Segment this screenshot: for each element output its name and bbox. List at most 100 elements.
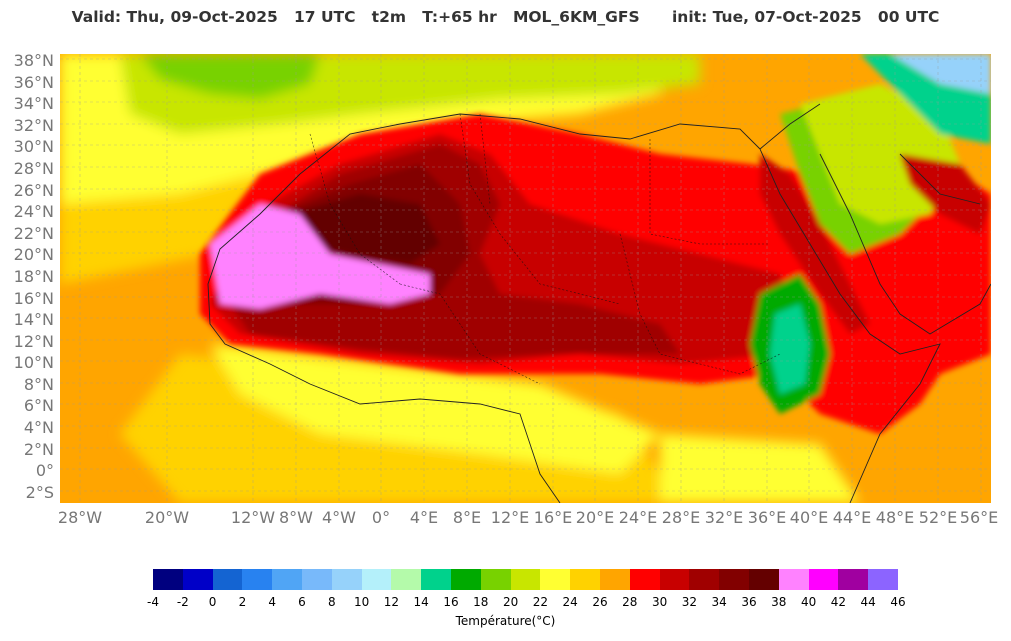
iberia-zone: [140, 54, 320, 99]
colorbar-tick-label: 26: [592, 595, 608, 609]
colorbar-swatch: [689, 569, 720, 590]
lon-label: 4°W: [322, 508, 356, 527]
lat-label: 18°N: [13, 267, 54, 286]
lat-label: 8°N: [23, 375, 54, 394]
colorbar-swatch: [748, 569, 779, 590]
lon-label: 28°W: [57, 508, 103, 527]
colorbar-tick-label: 20: [502, 595, 519, 609]
colorbar-tick-label: 0: [208, 595, 217, 609]
lon-label: 12°E: [490, 508, 530, 527]
map-title: Valid: Thu, 09-Oct-2025 17 UTC t2m T:+65…: [71, 8, 940, 26]
iran-cool: [890, 54, 991, 94]
lon-label: 20°E: [575, 508, 615, 527]
colorbar-tick-label: -4: [147, 595, 159, 609]
colorbar-tick-label: 46: [890, 595, 906, 609]
lat-label: 30°N: [13, 137, 54, 156]
colorbar-tick-label: 36: [741, 595, 757, 609]
colorbar-swatch: [599, 569, 630, 590]
colorbar-swatch: [242, 569, 273, 590]
lat-label: 6°N: [23, 396, 54, 415]
lon-label: 44°E: [832, 508, 872, 527]
colorbar-swatch: [301, 569, 332, 590]
colorbar-tick-label: 14: [413, 595, 429, 609]
lon-label: 12°W: [230, 508, 276, 527]
colorbar-swatch: [182, 569, 213, 590]
colorbar-swatch: [719, 569, 749, 590]
lat-label: 12°N: [13, 332, 54, 351]
lon-label: 24°E: [618, 508, 658, 527]
red-sea-hot: [760, 154, 870, 334]
persian-gulf-hot: [900, 154, 991, 234]
colorbar-swatch: [659, 569, 690, 590]
colorbar-tick-label: 8: [327, 595, 336, 609]
colorbar-swatch: [272, 569, 302, 590]
lon-label: 40°E: [789, 508, 829, 527]
colorbar-swatch: [510, 569, 541, 590]
lat-label: 22°N: [13, 224, 54, 243]
hot-zone-deepest: [290, 194, 440, 264]
colorbar-tick-label: 28: [622, 595, 638, 609]
coastlines: [207, 103, 991, 503]
lon-label: 20°W: [144, 508, 190, 527]
colorbar-tick-label: 32: [681, 595, 698, 609]
lat-label: 36°N: [13, 73, 54, 92]
colorbar-tick-label: 18: [473, 595, 489, 609]
sahel-yellow: [210, 344, 660, 474]
colorbar-tick-label: 42: [830, 595, 847, 609]
colorbar-tick-label: 24: [562, 595, 578, 609]
lon-label: 48°E: [875, 508, 915, 527]
colorbar-tick-label: 30: [651, 595, 668, 609]
colorbar-tick-label: 44: [860, 595, 876, 609]
lat-label: 14°N: [13, 310, 54, 329]
colorbar-label: Température(°C): [455, 614, 556, 628]
colorbar-swatch: [421, 569, 451, 590]
highlands-inner: [770, 304, 810, 394]
colorbar-tick-label: 2: [238, 595, 247, 609]
lat-label: 28°N: [13, 159, 54, 178]
colorbar-swatch: [212, 569, 243, 590]
lon-label: 16°E: [533, 508, 573, 527]
colorbar-swatch: [838, 569, 869, 590]
lon-label: 36°E: [747, 508, 787, 527]
lat-label: 2°S: [25, 483, 54, 502]
graticule: [60, 54, 991, 503]
lon-label: 56°E: [959, 508, 999, 527]
colorbar-tick-label: 38: [771, 595, 787, 609]
lon-label: 4°E: [409, 508, 439, 527]
colorbar-swatch: [629, 569, 660, 590]
colorbar-tick-label: 22: [532, 595, 549, 609]
lat-label: 10°N: [13, 353, 54, 372]
colorbar-swatch: [450, 569, 481, 590]
lat-label: 2°N: [23, 440, 54, 459]
lat-label: 32°N: [13, 116, 54, 135]
colorbar-tick-label: 10: [353, 595, 370, 609]
temperature-map[interactable]: [60, 54, 991, 503]
colorbar-tick-label: 4: [268, 595, 277, 609]
lon-label: 8°E: [452, 508, 482, 527]
lon-label: 8°W: [279, 508, 313, 527]
hot-zone-pink: [210, 204, 430, 309]
lat-label: 34°N: [13, 94, 54, 113]
lat-label: 4°N: [23, 418, 54, 437]
colorbar-swatch: [153, 569, 183, 590]
lat-label: 26°N: [13, 181, 54, 200]
colorbar-tick-label: 12: [383, 595, 400, 609]
lon-label: 32°E: [704, 508, 744, 527]
colorbar-swatch: [808, 569, 839, 590]
lon-label: 28°E: [661, 508, 701, 527]
colorbar-tick-label: 34: [711, 595, 727, 609]
colorbar: [153, 569, 898, 590]
lat-label: 24°N: [13, 202, 54, 221]
borders: [309, 113, 781, 385]
colorbar-swatch: [391, 569, 422, 590]
colorbar-swatch: [778, 569, 809, 590]
lon-label: 0°: [371, 508, 391, 527]
east-africa-yellow: [660, 434, 860, 503]
colorbar-tick-label: -2: [176, 595, 189, 609]
lat-label: 16°N: [13, 289, 54, 308]
lat-label: 20°N: [13, 245, 54, 264]
colorbar-tick-label: 6: [298, 595, 306, 609]
colorbar-swatch: [331, 569, 362, 590]
colorbar-tick-label: 40: [800, 595, 817, 609]
colorbar-swatch: [540, 569, 571, 590]
